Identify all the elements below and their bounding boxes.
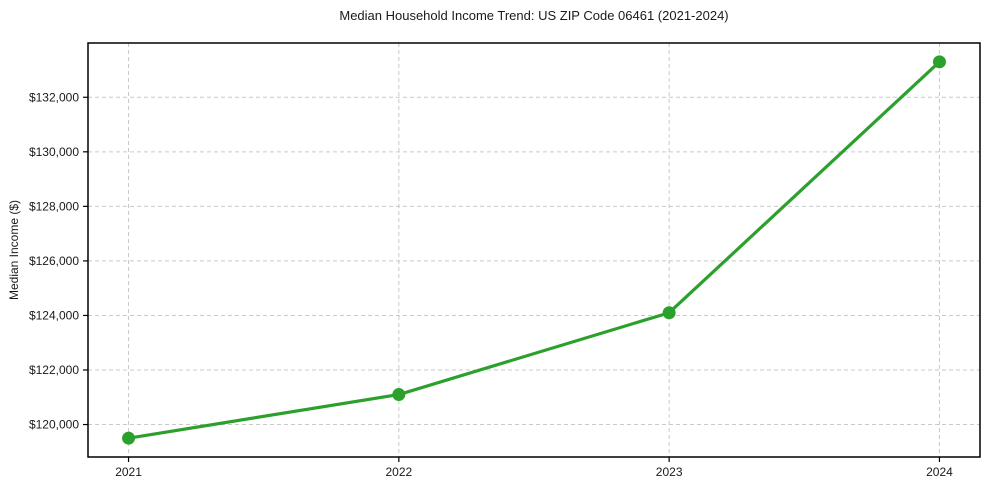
x-tick-label: 2021 (115, 465, 142, 479)
x-tick-label: 2024 (926, 465, 953, 479)
x-tick-label: 2022 (385, 465, 412, 479)
plot-border (87, 42, 981, 458)
y-tick-label: $126,000 (29, 254, 79, 268)
data-point (932, 55, 946, 69)
y-tick-label: $124,000 (29, 308, 79, 322)
y-tick-label: $120,000 (29, 418, 79, 432)
trend-line (126, 60, 942, 440)
y-tick-label: $130,000 (29, 145, 79, 159)
y-tick-label: $132,000 (29, 90, 79, 104)
y-tick-label: $122,000 (29, 363, 79, 377)
data-point (392, 388, 406, 402)
chart-title: Median Household Income Trend: US ZIP Co… (339, 8, 729, 23)
data-point (122, 431, 136, 445)
y-tick-label: $128,000 (29, 199, 79, 213)
x-tick-label: 2023 (656, 465, 683, 479)
data-point (662, 306, 676, 320)
